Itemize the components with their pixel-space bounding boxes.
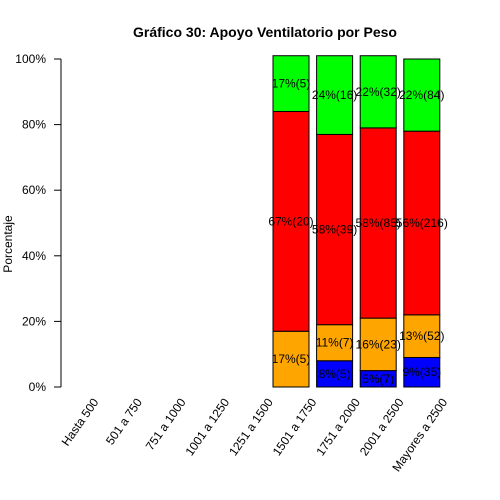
y-tick-label: 60% <box>22 183 46 197</box>
x-tick-label: 751 a 1000 <box>143 395 189 452</box>
bar-segment <box>316 324 354 362</box>
x-tick-label: 1251 a 1500 <box>226 395 276 458</box>
bars-group: 17%(5) 67%(20) 17%(5) 8%(5) 11%(7) 58%(39) 24%… <box>268 55 448 388</box>
x-tick-label: 2001 a 2500 <box>357 395 407 458</box>
bar-value-label: 13%(52) <box>399 329 444 343</box>
x-tick-label: 1751 a 2000 <box>313 395 363 458</box>
bar-segment <box>403 356 441 388</box>
x-tick-label: 1501 a 1750 <box>270 395 320 458</box>
y-tick-label: 0% <box>29 380 47 394</box>
bar-segment <box>359 127 397 319</box>
bar-value-label: 16%(23) <box>356 337 401 351</box>
y-axis-label: Porcentaje <box>1 215 15 273</box>
bar-segment <box>272 55 310 112</box>
y-axis: 0% 20% 40% 60% 80% 100% <box>15 52 62 394</box>
bar-segment <box>272 330 310 388</box>
bar-segment <box>316 360 354 388</box>
bar-segment <box>403 58 441 132</box>
bar-value-label: 58%(85) <box>356 216 401 230</box>
y-tick-label: 40% <box>22 249 46 263</box>
x-tick-label: 1001 a 1250 <box>183 395 233 458</box>
bar-segment <box>359 55 397 129</box>
bar-segment <box>316 55 354 135</box>
y-tick-label: 80% <box>22 118 46 132</box>
bar-value-label: 22%(84) <box>399 88 444 102</box>
x-tick-label: Hasta 500 <box>59 395 102 448</box>
bar-value-label: 9%(35) <box>402 365 441 379</box>
y-tick-label: 100% <box>15 52 46 66</box>
bar-segment <box>403 130 441 316</box>
bar-value-label: 8%(5) <box>319 367 351 381</box>
bar-segment <box>316 133 354 326</box>
bar-value-label: 58%(39) <box>312 223 357 237</box>
bar-value-label: 17%(5) <box>272 77 311 91</box>
y-tick-label: 20% <box>22 314 46 328</box>
bar-value-label: 11%(7) <box>316 336 354 350</box>
bar-value-label: 5%(7) <box>362 372 394 386</box>
bar-value-label: 67%(20) <box>268 214 313 228</box>
chart-title: Gráfico 30: Apoyo Ventilatorio por Peso <box>133 24 397 40</box>
bar-value-label: 24%(16) <box>312 88 357 102</box>
bar-segment <box>272 110 310 332</box>
bar-segment <box>359 317 397 372</box>
bar-segment <box>403 314 441 358</box>
bar-value-label: 22%(32) <box>356 85 401 99</box>
bar-value-label: 17%(5) <box>272 352 311 366</box>
bar-value-label: 56%(216) <box>396 216 448 230</box>
x-tick-label: 501 a 750 <box>103 395 145 447</box>
